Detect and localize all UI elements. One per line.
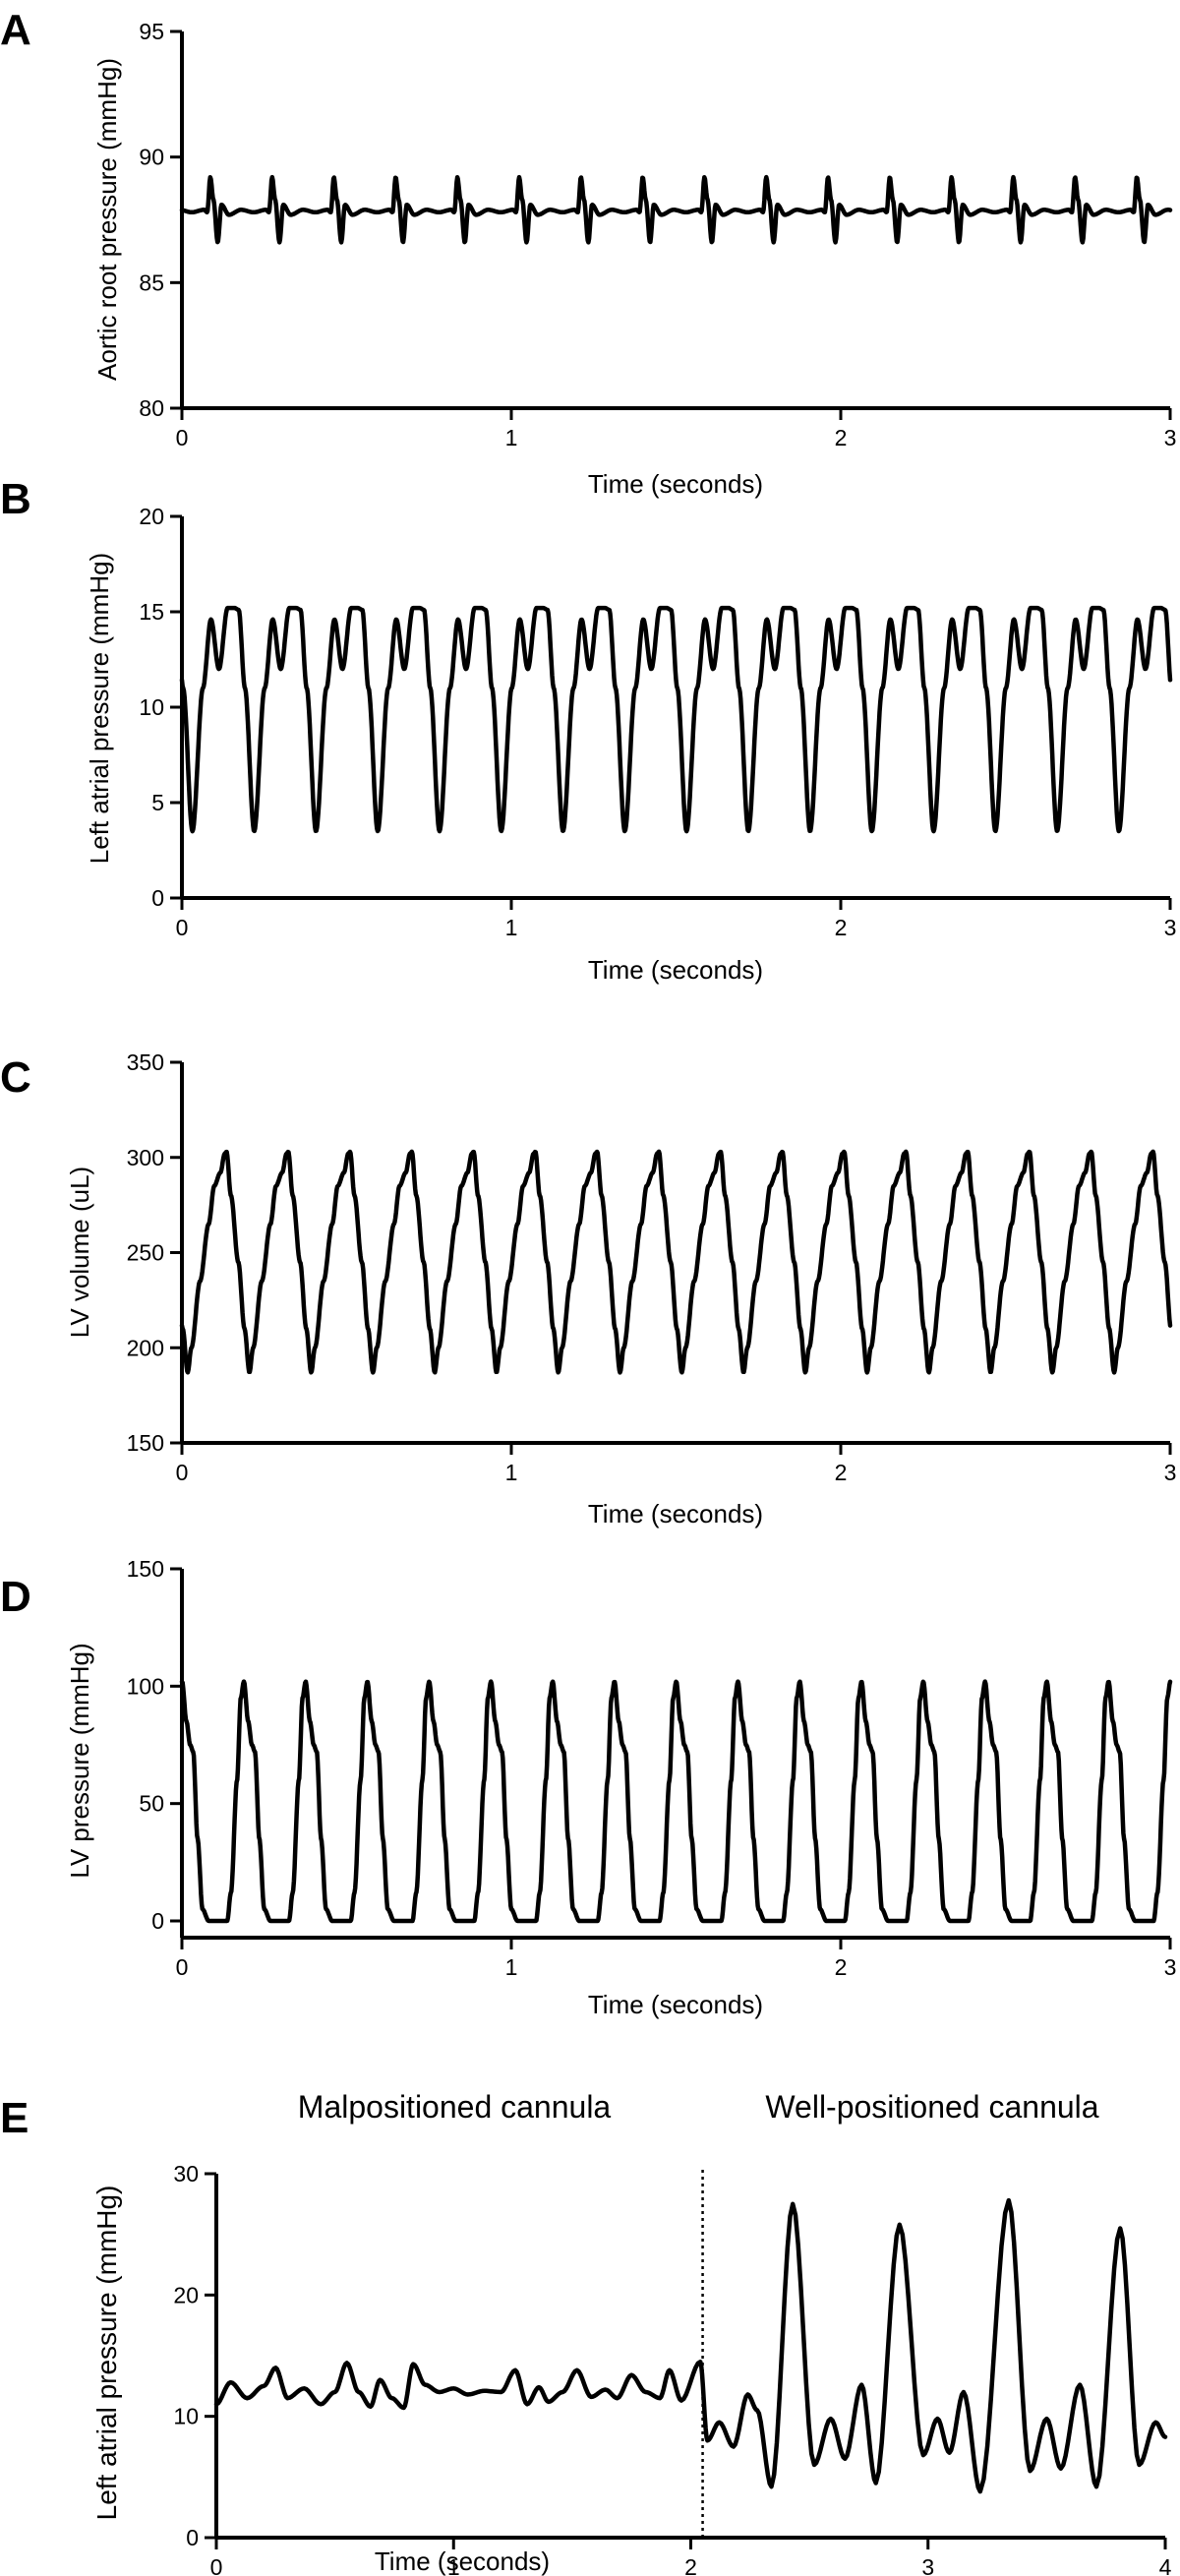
panel-d-xtick-label-2: 2 xyxy=(835,1954,848,1980)
panel-d-ytick-label-100: 100 xyxy=(127,1673,164,1699)
panel-c-xtick-label-3: 3 xyxy=(1164,1460,1177,1485)
panel-b-xtick-label-0: 0 xyxy=(176,915,189,940)
panel-b-xticks: 0 1 2 3 xyxy=(176,898,1177,940)
panel-c-ytick-label-250: 250 xyxy=(127,1240,164,1266)
panel-e-xtick-label-0: 0 xyxy=(210,2554,223,2576)
panel-e-ytick-label-30: 30 xyxy=(173,2161,199,2187)
panel-e-ytick-label-20: 20 xyxy=(173,2282,199,2307)
panel-a-ytick-label-85: 85 xyxy=(139,270,164,295)
panel-letter-c: C xyxy=(0,1053,31,1102)
panel-d-ytick-label-50: 50 xyxy=(139,1791,164,1817)
panel-a-ytick-label-95: 95 xyxy=(139,19,164,44)
panel-a-xtick-label-0: 0 xyxy=(176,425,189,450)
panel-c-x-axis-label: Time (seconds) xyxy=(588,1499,763,1528)
panel-e-xticks: 0 1 2 3 4 xyxy=(210,2538,1172,2576)
panel-d-xticks: 0 1 2 3 xyxy=(176,1938,1177,1980)
panel-c-ytick-label-200: 200 xyxy=(127,1335,164,1360)
panel-e-xtick-label-4: 4 xyxy=(1159,2554,1172,2576)
panel-e-trace xyxy=(213,2197,1168,2494)
panel-a-xtick-label-1: 1 xyxy=(505,425,518,450)
panel-letter-a: A xyxy=(0,6,31,54)
panel-b-ytick-label-15: 15 xyxy=(139,599,164,625)
panel-c-xticks: 0 1 2 3 xyxy=(176,1443,1177,1485)
panel-e-ytick-label-0: 0 xyxy=(186,2525,199,2550)
panel-b-ytick-label-5: 5 xyxy=(151,790,164,815)
panel-e-xtick-label-3: 3 xyxy=(921,2554,934,2576)
panel-b-trace xyxy=(179,605,1173,834)
panel-a-trace xyxy=(179,174,1173,245)
panel-b-ytick-label-10: 10 xyxy=(139,694,164,720)
panel-b-x-axis-label: Time (seconds) xyxy=(588,955,763,985)
panel-a-x-axis-label: Time (seconds) xyxy=(588,469,763,499)
annotation-well-positioned: Well-positioned cannula xyxy=(765,2089,1098,2125)
panel-d-ytick-label-0: 0 xyxy=(151,1908,164,1934)
panel-a-xticks: 0 1 2 3 xyxy=(176,408,1177,450)
panel-d-y-axis-label: LV pressure (mmHg) xyxy=(65,1643,94,1878)
annotation-malpositioned: Malpositioned cannula xyxy=(298,2089,612,2125)
panel-b-xtick-label-3: 3 xyxy=(1164,915,1177,940)
panel-d-xtick-label-1: 1 xyxy=(505,1954,518,1980)
panel-b-yticks: 0 5 10 15 20 xyxy=(139,504,182,911)
panel-c-ytick-label-300: 300 xyxy=(127,1145,164,1170)
panel-e-xtick-label-2: 2 xyxy=(684,2554,697,2576)
panel-a-xtick-label-2: 2 xyxy=(835,425,848,450)
panel-b-xtick-label-2: 2 xyxy=(835,915,848,940)
panel-c-ytick-label-150: 150 xyxy=(127,1430,164,1456)
panel-b-y-axis-label: Left atrial pressure (mmHg) xyxy=(85,553,114,864)
panel-d-ytick-label-150: 150 xyxy=(127,1556,164,1582)
panel-letter-e: E xyxy=(0,2094,29,2142)
panel-c: C 150 200 250 300 350 0 1 2 3 Time (seconds) LV… xyxy=(0,1049,1176,1528)
panel-e: E Malpositioned cannula Well-positioned … xyxy=(0,2089,1172,2576)
panel-d-xtick-label-0: 0 xyxy=(176,1954,189,1980)
panel-a: A 80 85 90 95 0 1 2 3 Time (seconds) Aortic ro… xyxy=(0,6,1176,499)
panel-e-x-axis-label: Time (seconds) xyxy=(375,2546,550,2576)
panel-a-ytick-label-90: 90 xyxy=(139,145,164,170)
panel-e-ytick-label-10: 10 xyxy=(173,2404,199,2429)
panel-b: B 0 5 10 15 20 0 1 2 3 Time (seconds) Left atri… xyxy=(0,475,1176,985)
panel-c-xtick-label-0: 0 xyxy=(176,1460,189,1485)
panel-c-trace xyxy=(179,1149,1173,1375)
panel-e-yticks: 0 10 20 30 xyxy=(173,2161,216,2550)
panel-a-y-axis-label: Aortic root pressure (mmHg) xyxy=(92,58,122,381)
panel-d-x-axis-label: Time (seconds) xyxy=(588,1990,763,2019)
panel-c-yticks: 150 200 250 300 350 xyxy=(127,1049,182,1456)
panel-a-xtick-label-3: 3 xyxy=(1164,425,1177,450)
panel-d-trace xyxy=(179,1679,1173,1924)
panel-b-ytick-label-20: 20 xyxy=(139,504,164,529)
panel-d: D 0 50 100 150 0 1 2 3 Time (seconds) LV press… xyxy=(0,1556,1176,2019)
panel-b-xtick-label-1: 1 xyxy=(505,915,518,940)
panel-c-xtick-label-1: 1 xyxy=(505,1460,518,1485)
panel-c-y-axis-label: LV volume (uL) xyxy=(65,1167,94,1338)
panel-a-ytick-label-80: 80 xyxy=(139,395,164,421)
panel-a-yticks: 80 85 90 95 xyxy=(139,19,182,421)
panel-letter-b: B xyxy=(0,475,31,523)
panel-letter-d: D xyxy=(0,1573,31,1621)
panel-d-yticks: 0 50 100 150 xyxy=(127,1556,182,1934)
panel-b-ytick-label-0: 0 xyxy=(151,885,164,911)
panel-e-y-axis-label: Left atrial pressure (mmHg) xyxy=(91,2186,122,2521)
panel-d-xtick-label-3: 3 xyxy=(1164,1954,1177,1980)
panel-e-xtick-label-1: 1 xyxy=(447,2554,460,2576)
panel-c-ytick-label-350: 350 xyxy=(127,1049,164,1075)
panel-c-xtick-label-2: 2 xyxy=(835,1460,848,1485)
